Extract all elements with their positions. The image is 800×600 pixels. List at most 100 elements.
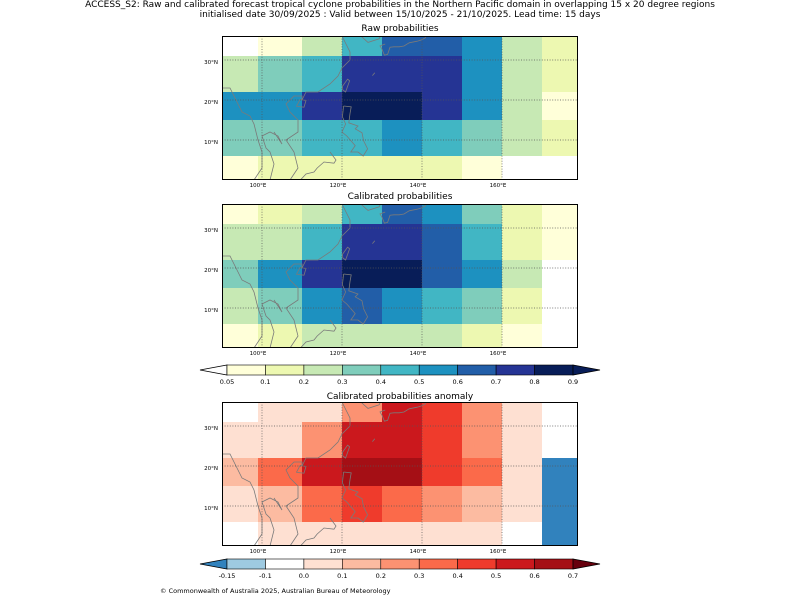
heatmap-cell xyxy=(258,92,303,121)
colorbar-segment xyxy=(226,558,266,570)
colorbar-tick-label: 0.5 xyxy=(490,572,502,580)
heatmap-cell xyxy=(382,120,423,157)
colorbar-under-extend xyxy=(199,558,228,570)
colorbar-segment xyxy=(457,364,497,376)
heatmap-cell xyxy=(342,224,383,261)
colorbar-tick-label: 0.4 xyxy=(375,378,386,386)
colorbar-tick-label: 0.2 xyxy=(375,572,386,580)
probability-colorbar xyxy=(199,363,601,377)
coastline xyxy=(360,36,381,43)
heatmap-cell xyxy=(502,92,543,121)
coastline xyxy=(341,105,369,157)
lon-label: 100°E xyxy=(249,183,267,189)
heatmap-cell xyxy=(302,288,343,325)
heatmap-cell xyxy=(342,204,383,225)
colorbar-segment xyxy=(303,558,343,570)
heatmap-cell xyxy=(462,288,503,325)
colorbar-segment xyxy=(265,558,305,570)
heatmap-cell xyxy=(222,422,259,459)
panel-title-calibrated: Calibrated probabilities xyxy=(347,192,453,202)
colorbar-tick-label: 0.3 xyxy=(337,378,348,386)
coastline xyxy=(360,402,381,409)
colorbar-segment xyxy=(265,364,305,376)
heatmap-cell xyxy=(462,56,503,93)
heatmap-cell xyxy=(342,324,383,348)
heatmap-cell xyxy=(258,56,303,93)
coastline xyxy=(360,204,381,211)
heatmap-cell xyxy=(258,204,303,225)
heatmap-cell xyxy=(542,288,578,325)
heatmap-cell xyxy=(382,56,423,93)
heatmap-cell xyxy=(302,486,343,523)
lon-label: 120°E xyxy=(329,351,347,357)
lat-label: 10°N xyxy=(204,506,218,512)
coastline xyxy=(341,78,351,93)
heatmap-cell xyxy=(422,522,463,546)
heatmap-cell xyxy=(302,92,343,121)
colorbar-under-extend xyxy=(199,364,228,376)
heatmap-cell xyxy=(422,224,463,261)
colorbar-segment xyxy=(534,558,574,570)
colorbar-tick-label: 0.05 xyxy=(219,378,235,386)
copyright-notice: © Commonwealth of Australia 2025, Austra… xyxy=(160,587,391,595)
lon-label: 100°E xyxy=(249,351,267,357)
colorbar-segment xyxy=(495,364,535,376)
heatmap-cell xyxy=(422,458,463,487)
heatmap-cell xyxy=(422,56,463,93)
heatmap-cell xyxy=(422,92,463,121)
coastline xyxy=(261,497,283,546)
lat-label: 30°N xyxy=(204,60,218,66)
raw-probabilities-map xyxy=(222,36,578,180)
heatmap-cell xyxy=(222,120,259,157)
lon-label: 140°E xyxy=(409,549,427,555)
coastline xyxy=(341,444,351,459)
coastline xyxy=(285,36,351,180)
heatmap-cell xyxy=(222,204,259,225)
heatmap-cell xyxy=(342,56,383,93)
colorbar-tick-label: 0.8 xyxy=(529,378,540,386)
heatmap-cell xyxy=(382,156,423,180)
heatmap-cell xyxy=(222,288,259,325)
heatmap-cell xyxy=(302,422,343,459)
coastline xyxy=(296,267,307,276)
heatmap-cell xyxy=(258,224,303,261)
lat-label: 20°N xyxy=(204,100,218,106)
coastline xyxy=(296,99,307,108)
coastline xyxy=(300,151,337,180)
colorbar-tick-label: 0.1 xyxy=(260,378,271,386)
heatmap-cell xyxy=(342,36,383,57)
heatmap-cell xyxy=(222,92,259,121)
heatmap-cell xyxy=(382,260,423,289)
colorbar-tick-label: -0.15 xyxy=(218,572,236,580)
coastline xyxy=(296,465,307,474)
heatmap-cell xyxy=(258,522,303,546)
colorbar-tick-label: 0.6 xyxy=(529,572,540,580)
colorbar-tick-label: 0.4 xyxy=(452,572,463,580)
heatmap-cell xyxy=(302,260,343,289)
heatmap-cell xyxy=(542,402,578,423)
colorbar-tick-label: -0.1 xyxy=(259,572,272,580)
lon-label: 120°E xyxy=(329,183,347,189)
heatmap-cell xyxy=(302,224,343,261)
heatmap-cell xyxy=(462,486,503,523)
heatmap-cell xyxy=(422,422,463,459)
coastline xyxy=(341,273,369,325)
coastline xyxy=(222,255,263,348)
heatmap-cell xyxy=(258,156,303,180)
heatmap-cell xyxy=(258,402,303,423)
heatmap-cell xyxy=(462,422,503,459)
heatmap-cell xyxy=(258,422,303,459)
heatmap-cell xyxy=(462,36,503,57)
heatmap-cell xyxy=(502,120,543,157)
heatmap-cell xyxy=(382,422,423,459)
figure-title-line1: ACCESS_S2: Raw and calibrated forecast t… xyxy=(85,0,715,10)
coastline xyxy=(379,36,427,56)
colorbar-tick-label: 0.3 xyxy=(414,572,425,580)
heatmap-cell xyxy=(342,288,383,325)
heatmap-cell xyxy=(422,486,463,523)
heatmap-cell xyxy=(542,486,578,523)
colorbar-segment xyxy=(303,364,343,376)
lat-label: 20°N xyxy=(204,466,218,472)
lat-label: 10°N xyxy=(204,140,218,146)
lon-label: 100°E xyxy=(249,549,267,555)
